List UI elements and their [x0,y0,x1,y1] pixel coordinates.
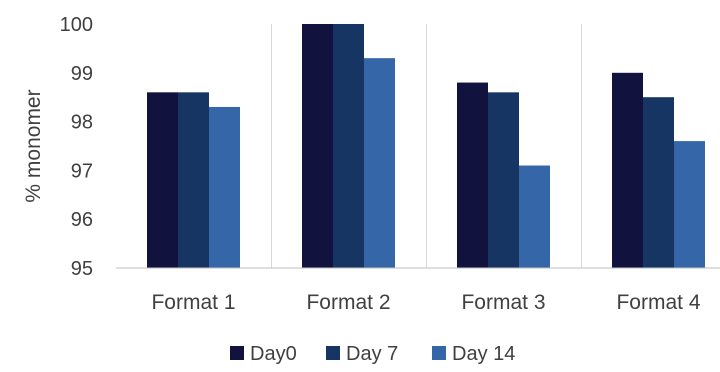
legend-label: Day 7 [346,343,398,365]
y-tick-label: 96 [71,209,93,231]
y-tick-label: 99 [71,63,93,85]
bar [674,141,705,268]
y-tick-labels: 95 96 97 98 99 100 [60,14,93,280]
legend-swatch [326,346,340,360]
legend-label: Day 14 [452,343,515,365]
y-tick-label: 98 [71,112,93,134]
bar [643,97,674,268]
bar [178,92,209,268]
bar [364,58,395,268]
bar [612,72,643,268]
category-label: Format 4 [616,291,700,314]
category-labels: Format 1 Format 2 Format 3 Format 4 [151,291,700,314]
bars [147,24,705,269]
bar [519,165,550,268]
category-label: Format 2 [306,291,390,314]
legend-label: Day0 [250,343,297,365]
y-axis-title: % monomer [22,89,45,202]
bar [488,92,519,268]
bar [147,92,178,268]
legend-swatch [432,346,446,360]
y-tick-label: 100 [60,14,93,36]
bar [302,24,333,268]
bar [333,24,364,268]
category-label: Format 1 [151,291,235,314]
bar [209,106,240,269]
category-label: Format 3 [461,291,545,314]
legend-swatch [230,346,244,360]
y-tick-label: 97 [71,160,93,182]
bar [457,82,488,268]
legend: Day0 Day 7 Day 14 [230,343,515,365]
y-tick-label: 95 [71,258,93,280]
category-gridlines [271,24,582,268]
